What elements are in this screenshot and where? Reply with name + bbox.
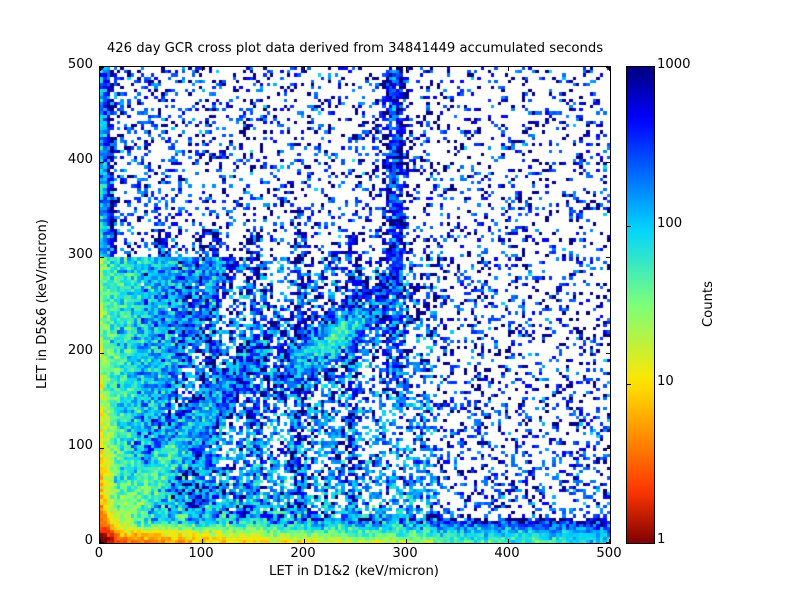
x-tick-label-200: 200 <box>290 546 316 561</box>
x-tick-400 <box>508 67 509 71</box>
y-axis-label: LET in D5&6 (keV/micron) <box>35 219 50 389</box>
x-tick-label-500: 500 <box>596 546 622 561</box>
y-tick-200 <box>606 353 610 354</box>
colorbar-gradient <box>627 67 654 543</box>
colorbar[interactable] <box>626 66 655 544</box>
y-tick-0 <box>100 542 104 543</box>
y-tick-500 <box>100 67 104 68</box>
y-tick-400 <box>606 162 610 163</box>
y-tick-100 <box>100 448 104 449</box>
x-tick-label-0: 0 <box>94 546 104 561</box>
x-tick-label-100: 100 <box>188 546 214 561</box>
y-tick-100 <box>606 448 610 449</box>
x-tick-400 <box>508 539 509 543</box>
x-tick-200 <box>304 539 305 543</box>
x-tick-200 <box>304 67 305 71</box>
x-tick-300 <box>406 539 407 543</box>
y-tick-200 <box>100 353 104 354</box>
density-heatmap <box>100 67 610 543</box>
x-tick-label-300: 300 <box>392 546 418 561</box>
x-axis-label: LET in D1&2 (keV/micron) <box>269 564 439 579</box>
y-tick-500 <box>606 67 610 68</box>
x-tick-500 <box>609 67 610 71</box>
y-tick-300 <box>100 257 104 258</box>
plot-area[interactable] <box>99 66 611 544</box>
x-tick-label-400: 400 <box>494 546 520 561</box>
y-tick-0 <box>606 542 610 543</box>
colorbar-tick-10 <box>627 384 631 385</box>
colorbar-tick-100 <box>627 226 631 227</box>
x-tick-100 <box>202 539 203 543</box>
x-tick-300 <box>406 67 407 71</box>
x-tick-500 <box>609 539 610 543</box>
x-tick-100 <box>202 67 203 71</box>
x-tick-0 <box>100 539 101 543</box>
y-tick-400 <box>100 162 104 163</box>
y-tick-300 <box>606 257 610 258</box>
chart-title-line-1: 426 day GCR cross plot data derived from… <box>106 41 604 56</box>
x-tick-0 <box>100 67 101 71</box>
colorbar-label: Counts <box>701 280 716 328</box>
